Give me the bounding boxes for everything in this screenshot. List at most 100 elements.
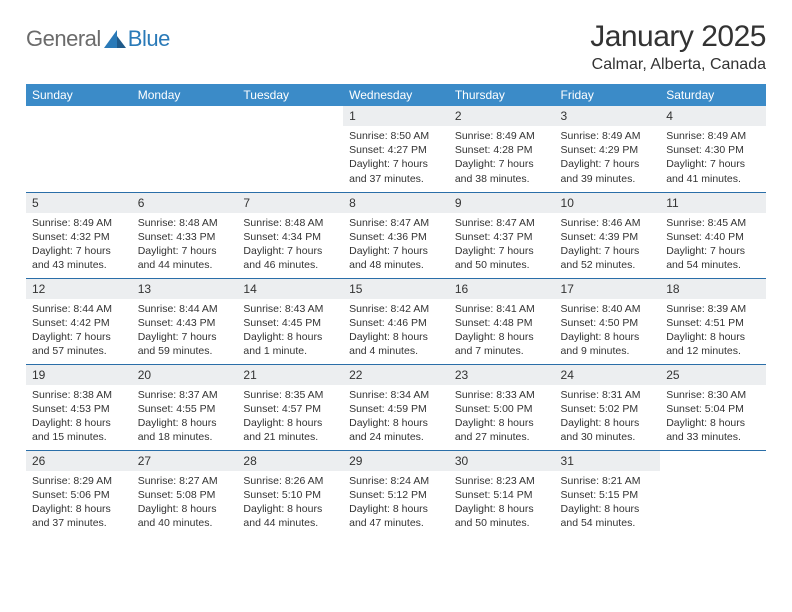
calendar-day-cell: 28Sunrise: 8:26 AMSunset: 5:10 PMDayligh… [237,450,343,536]
calendar-header-row: SundayMondayTuesdayWednesdayThursdayFrid… [26,84,766,106]
calendar-week-row: 5Sunrise: 8:49 AMSunset: 4:32 PMDaylight… [26,192,766,278]
day-details: Sunrise: 8:49 AMSunset: 4:29 PMDaylight:… [555,126,661,190]
calendar-day-cell [237,106,343,192]
month-title: January 2025 [590,20,766,54]
calendar-day-cell: 19Sunrise: 8:38 AMSunset: 4:53 PMDayligh… [26,364,132,450]
day-details: Sunrise: 8:21 AMSunset: 5:15 PMDaylight:… [555,471,661,535]
day-number: 29 [343,451,449,471]
day-details: Sunrise: 8:33 AMSunset: 5:00 PMDaylight:… [449,385,555,449]
day-number: 2 [449,106,555,126]
calendar-day-cell: 16Sunrise: 8:41 AMSunset: 4:48 PMDayligh… [449,278,555,364]
calendar-week-row: 26Sunrise: 8:29 AMSunset: 5:06 PMDayligh… [26,450,766,536]
day-number: 21 [237,365,343,385]
day-details: Sunrise: 8:27 AMSunset: 5:08 PMDaylight:… [132,471,238,535]
logo-triangle-icon [104,30,126,48]
day-details: Sunrise: 8:49 AMSunset: 4:28 PMDaylight:… [449,126,555,190]
day-details: Sunrise: 8:47 AMSunset: 4:37 PMDaylight:… [449,213,555,277]
weekday-header: Sunday [26,84,132,106]
calendar-day-cell: 26Sunrise: 8:29 AMSunset: 5:06 PMDayligh… [26,450,132,536]
calendar-day-cell: 12Sunrise: 8:44 AMSunset: 4:42 PMDayligh… [26,278,132,364]
calendar-week-row: 12Sunrise: 8:44 AMSunset: 4:42 PMDayligh… [26,278,766,364]
day-number: 31 [555,451,661,471]
calendar-page: General Blue January 2025 Calmar, Albert… [0,0,792,546]
day-details: Sunrise: 8:41 AMSunset: 4:48 PMDaylight:… [449,299,555,363]
day-number: 25 [660,365,766,385]
weekday-header: Tuesday [237,84,343,106]
calendar-day-cell: 2Sunrise: 8:49 AMSunset: 4:28 PMDaylight… [449,106,555,192]
day-number: 16 [449,279,555,299]
calendar-day-cell: 17Sunrise: 8:40 AMSunset: 4:50 PMDayligh… [555,278,661,364]
day-details: Sunrise: 8:39 AMSunset: 4:51 PMDaylight:… [660,299,766,363]
calendar-day-cell: 8Sunrise: 8:47 AMSunset: 4:36 PMDaylight… [343,192,449,278]
day-number: 4 [660,106,766,126]
day-details: Sunrise: 8:45 AMSunset: 4:40 PMDaylight:… [660,213,766,277]
calendar-body: 1Sunrise: 8:50 AMSunset: 4:27 PMDaylight… [26,106,766,536]
day-number: 7 [237,193,343,213]
day-number: 17 [555,279,661,299]
calendar-day-cell: 5Sunrise: 8:49 AMSunset: 4:32 PMDaylight… [26,192,132,278]
calendar-day-cell: 29Sunrise: 8:24 AMSunset: 5:12 PMDayligh… [343,450,449,536]
day-number: 19 [26,365,132,385]
weekday-header: Wednesday [343,84,449,106]
calendar-day-cell: 6Sunrise: 8:48 AMSunset: 4:33 PMDaylight… [132,192,238,278]
day-details: Sunrise: 8:44 AMSunset: 4:43 PMDaylight:… [132,299,238,363]
day-number: 6 [132,193,238,213]
title-block: January 2025 Calmar, Alberta, Canada [590,20,766,74]
day-number: 8 [343,193,449,213]
day-number: 3 [555,106,661,126]
calendar-day-cell: 21Sunrise: 8:35 AMSunset: 4:57 PMDayligh… [237,364,343,450]
calendar-day-cell: 15Sunrise: 8:42 AMSunset: 4:46 PMDayligh… [343,278,449,364]
day-details: Sunrise: 8:48 AMSunset: 4:33 PMDaylight:… [132,213,238,277]
day-details: Sunrise: 8:47 AMSunset: 4:36 PMDaylight:… [343,213,449,277]
logo: General Blue [26,20,170,52]
day-number: 20 [132,365,238,385]
day-number: 27 [132,451,238,471]
day-details: Sunrise: 8:35 AMSunset: 4:57 PMDaylight:… [237,385,343,449]
page-header: General Blue January 2025 Calmar, Albert… [26,20,766,74]
day-number: 30 [449,451,555,471]
calendar-day-cell: 14Sunrise: 8:43 AMSunset: 4:45 PMDayligh… [237,278,343,364]
calendar-day-cell: 10Sunrise: 8:46 AMSunset: 4:39 PMDayligh… [555,192,661,278]
day-details: Sunrise: 8:50 AMSunset: 4:27 PMDaylight:… [343,126,449,190]
day-details: Sunrise: 8:46 AMSunset: 4:39 PMDaylight:… [555,213,661,277]
day-number: 11 [660,193,766,213]
day-number: 15 [343,279,449,299]
calendar-week-row: 1Sunrise: 8:50 AMSunset: 4:27 PMDaylight… [26,106,766,192]
day-details: Sunrise: 8:49 AMSunset: 4:30 PMDaylight:… [660,126,766,190]
day-details: Sunrise: 8:31 AMSunset: 5:02 PMDaylight:… [555,385,661,449]
weekday-header: Saturday [660,84,766,106]
day-details: Sunrise: 8:24 AMSunset: 5:12 PMDaylight:… [343,471,449,535]
calendar-day-cell [132,106,238,192]
calendar-day-cell: 4Sunrise: 8:49 AMSunset: 4:30 PMDaylight… [660,106,766,192]
weekday-header: Monday [132,84,238,106]
day-number: 18 [660,279,766,299]
calendar-day-cell: 7Sunrise: 8:48 AMSunset: 4:34 PMDaylight… [237,192,343,278]
calendar-day-cell: 23Sunrise: 8:33 AMSunset: 5:00 PMDayligh… [449,364,555,450]
logo-text-general: General [26,26,101,52]
calendar-week-row: 19Sunrise: 8:38 AMSunset: 4:53 PMDayligh… [26,364,766,450]
day-details: Sunrise: 8:29 AMSunset: 5:06 PMDaylight:… [26,471,132,535]
calendar-day-cell: 27Sunrise: 8:27 AMSunset: 5:08 PMDayligh… [132,450,238,536]
calendar-day-cell: 31Sunrise: 8:21 AMSunset: 5:15 PMDayligh… [555,450,661,536]
day-number: 5 [26,193,132,213]
calendar-day-cell: 13Sunrise: 8:44 AMSunset: 4:43 PMDayligh… [132,278,238,364]
weekday-header: Thursday [449,84,555,106]
day-number: 14 [237,279,343,299]
calendar-day-cell: 25Sunrise: 8:30 AMSunset: 5:04 PMDayligh… [660,364,766,450]
calendar-day-cell: 24Sunrise: 8:31 AMSunset: 5:02 PMDayligh… [555,364,661,450]
day-details: Sunrise: 8:48 AMSunset: 4:34 PMDaylight:… [237,213,343,277]
day-details: Sunrise: 8:43 AMSunset: 4:45 PMDaylight:… [237,299,343,363]
calendar-day-cell: 22Sunrise: 8:34 AMSunset: 4:59 PMDayligh… [343,364,449,450]
calendar-table: SundayMondayTuesdayWednesdayThursdayFrid… [26,84,766,536]
calendar-day-cell: 30Sunrise: 8:23 AMSunset: 5:14 PMDayligh… [449,450,555,536]
day-details: Sunrise: 8:40 AMSunset: 4:50 PMDaylight:… [555,299,661,363]
logo-text-blue: Blue [128,26,170,52]
calendar-day-cell: 11Sunrise: 8:45 AMSunset: 4:40 PMDayligh… [660,192,766,278]
day-number: 1 [343,106,449,126]
day-number: 10 [555,193,661,213]
day-details: Sunrise: 8:30 AMSunset: 5:04 PMDaylight:… [660,385,766,449]
day-details: Sunrise: 8:26 AMSunset: 5:10 PMDaylight:… [237,471,343,535]
day-number: 12 [26,279,132,299]
day-number: 22 [343,365,449,385]
day-number: 26 [26,451,132,471]
